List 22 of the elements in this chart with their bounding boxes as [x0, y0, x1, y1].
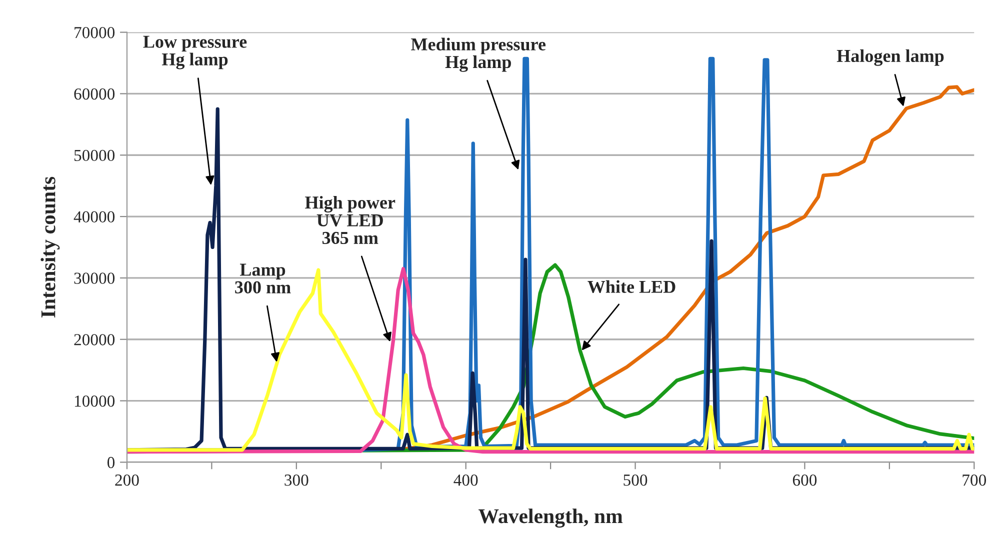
annotation: Halogen lamp [836, 49, 944, 66]
y-tick-label: 40000 [74, 211, 115, 222]
annotation: White LED [588, 280, 676, 294]
x-tick-label: 300 [284, 474, 308, 486]
annotation: Low pressure Hg lamp [143, 36, 247, 70]
y-axis-title: Intensity counts [40, 176, 60, 318]
annotation: High power UV LED 365 nm [305, 196, 396, 244]
x-axis-title: Wavelength, nm [478, 508, 623, 528]
y-tick-label: 60000 [74, 88, 115, 100]
y-tick-label: 0 [107, 456, 115, 468]
x-tick-label: 200 [115, 474, 139, 486]
x-tick-label: 500 [624, 474, 648, 486]
y-tick-label: 30000 [74, 272, 115, 284]
annotation: Lamp 300 nm [235, 264, 291, 294]
x-tick-label: 700 [962, 474, 986, 486]
x-tick-label: 400 [454, 474, 478, 486]
x-tick-label: 600 [792, 474, 817, 486]
y-tick-label: 10000 [74, 395, 115, 407]
y-tick-label: 50000 [74, 150, 115, 162]
annotation: Medium pressure Hg lamp [411, 38, 546, 72]
y-tick-label: 70000 [74, 26, 115, 38]
y-tick-label: 20000 [74, 334, 115, 346]
